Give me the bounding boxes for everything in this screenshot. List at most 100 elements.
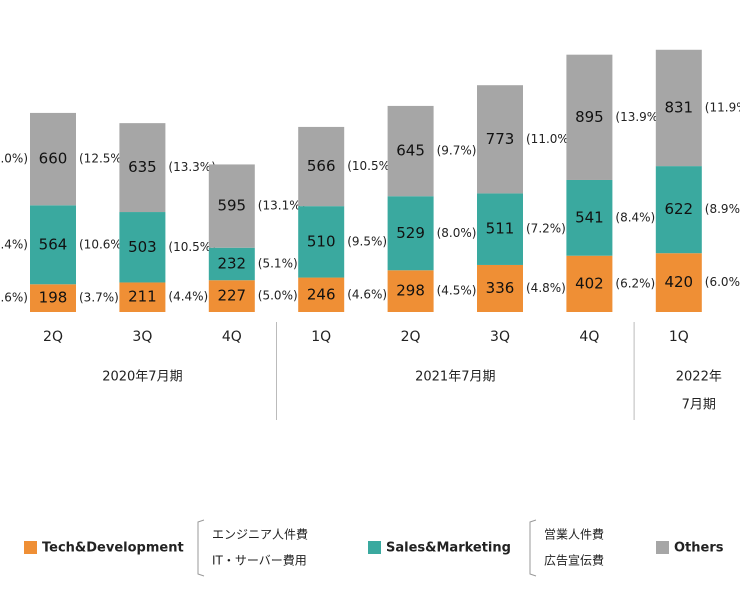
value-label: 773 xyxy=(486,130,515,148)
value-label: 541 xyxy=(575,208,604,226)
percent-label: (5.1%) xyxy=(258,256,298,270)
bar-segment xyxy=(119,282,166,312)
value-label: 198 xyxy=(39,289,68,307)
percent-label: (13.3%) xyxy=(168,160,215,174)
percent-label: (10.5%) xyxy=(347,159,394,173)
legend-label: Sales&Marketing xyxy=(386,541,511,556)
value-label: 645 xyxy=(396,142,425,160)
legend-bracket xyxy=(197,519,205,577)
percent-label: .6%) xyxy=(0,291,28,305)
value-label: 660 xyxy=(39,150,68,168)
bar-segment xyxy=(208,247,255,281)
percent-label: (13.9%) xyxy=(615,110,662,124)
legend-swatch xyxy=(368,541,381,554)
bar-segment xyxy=(477,193,523,265)
percent-label: (8.0%) xyxy=(437,226,477,240)
bar-segment xyxy=(477,264,523,312)
x-tick-label: 4Q xyxy=(579,329,599,345)
x-tick-label: 3Q xyxy=(132,329,152,345)
percent-label: (11.9%) xyxy=(705,100,740,114)
legend-swatch xyxy=(656,541,669,554)
bar-segment xyxy=(30,112,76,206)
legend-label: Others xyxy=(674,541,724,556)
percent-label: (4.8%) xyxy=(526,281,566,295)
percent-label: (3.7%) xyxy=(79,291,119,305)
value-label: 566 xyxy=(307,157,336,175)
bar-segment xyxy=(119,212,166,283)
bar-segment xyxy=(387,105,434,197)
bar-segment xyxy=(119,123,166,213)
value-label: 298 xyxy=(396,282,425,300)
x-tick-label: 2Q xyxy=(401,329,421,345)
bar-segment xyxy=(655,49,702,167)
value-label: 232 xyxy=(217,254,246,272)
percent-label: (4.6%) xyxy=(347,287,387,301)
value-label: 503 xyxy=(128,238,157,256)
percent-label: (10.5%) xyxy=(168,240,215,254)
percent-label: (9.7%) xyxy=(437,144,477,158)
value-label: 511 xyxy=(486,220,515,238)
value-label: 420 xyxy=(664,273,693,291)
group-label: 2022年 xyxy=(676,370,722,385)
percent-label: (4.5%) xyxy=(437,284,477,298)
x-tick-label: 2Q xyxy=(43,329,63,345)
value-label: 336 xyxy=(486,279,515,297)
bar-segment xyxy=(298,277,345,312)
bar-segment xyxy=(566,54,613,180)
percent-label: (5.0%) xyxy=(258,289,298,303)
legend-bracket xyxy=(529,519,537,577)
legend-detail: 広告宣伝費 xyxy=(544,553,604,568)
bar-segment xyxy=(208,164,255,248)
legend-label: Tech&Development xyxy=(42,541,184,556)
bar-segment xyxy=(30,284,76,312)
value-label: 227 xyxy=(217,287,246,305)
value-label: 622 xyxy=(664,200,693,218)
bar-segment xyxy=(566,179,613,256)
percent-label: 3.0%) xyxy=(0,152,28,166)
value-label: 211 xyxy=(128,288,157,306)
value-label: 529 xyxy=(396,224,425,242)
value-label: 402 xyxy=(575,274,604,292)
percent-label: (6.2%) xyxy=(615,276,655,290)
bar-segment xyxy=(477,85,523,194)
percent-label: (6.0%) xyxy=(705,275,740,289)
legend-detail: 営業人件費 xyxy=(544,527,604,542)
percent-label: (11.0%) xyxy=(526,132,573,146)
x-tick-label: 3Q xyxy=(490,329,510,345)
percent-label: (8.9%) xyxy=(705,202,740,216)
group-label: 2021年7月期 xyxy=(415,370,495,385)
bar-segment xyxy=(298,126,345,207)
percent-label: .4%) xyxy=(0,237,28,251)
percent-label: (8.4%) xyxy=(615,210,655,224)
value-label: 895 xyxy=(575,108,604,126)
value-label: 246 xyxy=(307,285,336,303)
legend-detail: エンジニア人件費 xyxy=(212,527,308,542)
percent-label: (7.2%) xyxy=(526,222,566,236)
x-tick-label: 1Q xyxy=(669,329,689,345)
percent-label: (9.5%) xyxy=(347,234,387,248)
value-label: 510 xyxy=(307,232,336,250)
percent-label: (13.1%) xyxy=(258,199,305,213)
x-tick-label: 4Q xyxy=(222,329,242,345)
percent-label: (12.5%) xyxy=(79,152,126,166)
bar-segment xyxy=(298,206,345,278)
value-label: 564 xyxy=(39,235,68,253)
bar-segment xyxy=(655,166,702,254)
percent-label: (10.6%) xyxy=(79,237,126,251)
x-tick-label: 1Q xyxy=(311,329,331,345)
legend-swatch xyxy=(24,541,37,554)
bar-segment xyxy=(566,255,613,312)
group-label: 7月期 xyxy=(682,398,716,413)
legend-detail: IT・サーバー費用 xyxy=(212,553,307,568)
value-label: 595 xyxy=(217,197,246,215)
bar-segment xyxy=(387,196,434,271)
group-label: 2020年7月期 xyxy=(102,370,182,385)
percent-label: (4.4%) xyxy=(168,290,208,304)
bar-segment xyxy=(208,280,255,312)
bar-segment xyxy=(30,205,76,285)
bar-segment xyxy=(387,270,434,312)
bar-segment xyxy=(655,253,702,312)
value-label: 831 xyxy=(664,98,693,116)
